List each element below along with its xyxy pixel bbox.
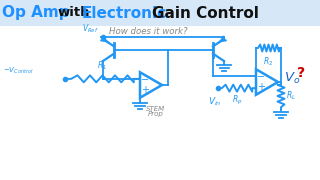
Text: $R_p$: $R_p$ bbox=[232, 94, 242, 107]
Text: −: − bbox=[141, 75, 149, 85]
Text: How does it work?: How does it work? bbox=[109, 28, 187, 37]
Text: $V_o$: $V_o$ bbox=[284, 70, 300, 85]
Text: $R_2$: $R_2$ bbox=[263, 56, 274, 69]
Text: −: − bbox=[257, 72, 265, 82]
Text: +: + bbox=[257, 82, 265, 92]
Text: ?: ? bbox=[297, 66, 305, 80]
Text: with: with bbox=[58, 6, 91, 19]
Text: Prop: Prop bbox=[148, 111, 164, 117]
Bar bbox=[0, 0, 320, 26]
Text: $R_L$: $R_L$ bbox=[286, 90, 296, 102]
Text: +: + bbox=[141, 85, 149, 95]
Text: $-V_{Control}$: $-V_{Control}$ bbox=[3, 66, 34, 76]
Text: Electronic: Electronic bbox=[82, 6, 167, 21]
Text: $V_{in}$: $V_{in}$ bbox=[208, 95, 222, 108]
Text: STEM: STEM bbox=[147, 106, 165, 112]
Text: Op Amp: Op Amp bbox=[2, 6, 70, 21]
Text: Gain Control: Gain Control bbox=[152, 6, 259, 21]
Text: $V_{Ref}$: $V_{Ref}$ bbox=[82, 22, 99, 35]
Text: $R_1$: $R_1$ bbox=[97, 59, 108, 72]
